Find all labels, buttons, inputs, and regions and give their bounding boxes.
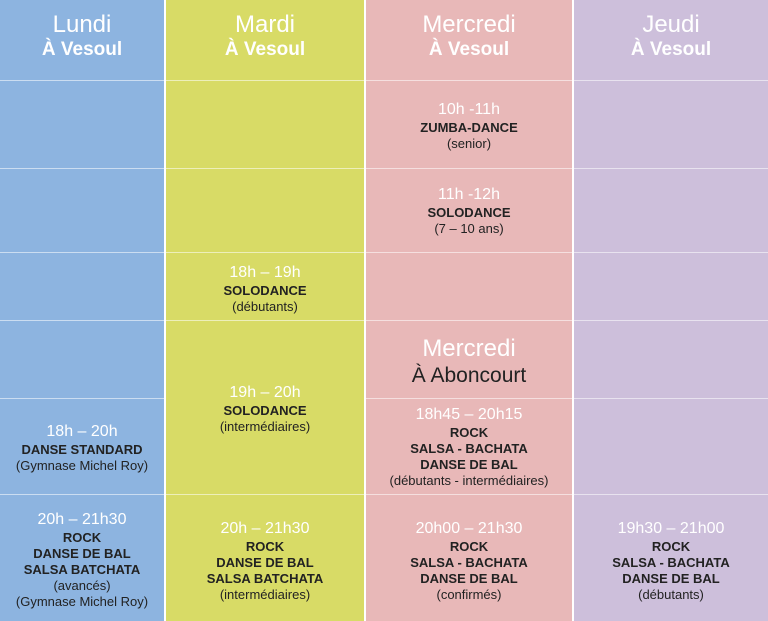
class-slot: 18h – 20h DANSE STANDARD (Gymnase Michel… (0, 423, 164, 474)
row-divider (166, 320, 364, 321)
column-mardi: Mardi À Vesoul 18h – 19h SOLODANCE (débu… (166, 0, 364, 621)
day-name: Lundi (52, 11, 112, 38)
slot-time: 20h – 21h30 (37, 511, 127, 528)
day-name: Jeudi (642, 11, 700, 38)
slot-note: (confirmés) (436, 587, 502, 602)
column-header: Lundi À Vesoul (0, 12, 164, 62)
slot-title: ZUMBA-DANCE (420, 120, 518, 135)
class-slot: 18h – 19h SOLODANCE (débutants) (166, 264, 364, 315)
row-divider (574, 398, 768, 399)
row-divider (366, 252, 572, 253)
day-name: Mardi (234, 11, 295, 38)
class-slot: 20h – 21h30 ROCK DANSE DE BAL SALSA BATC… (166, 520, 364, 603)
slot-time: 10h -11h (438, 101, 500, 118)
row-divider (166, 252, 364, 253)
row-divider (0, 494, 164, 495)
column-header: Mardi À Vesoul (166, 12, 364, 62)
class-slot: 10h -11h ZUMBA-DANCE (senior) (366, 101, 572, 152)
row-divider (0, 320, 164, 321)
row-divider (366, 494, 572, 495)
column-header: Mercredi À Vesoul (366, 12, 572, 62)
column-mercredi: Mercredi À Vesoul 10h -11h ZUMBA-DANCE (… (366, 0, 572, 621)
slot-note: (senior) (446, 136, 492, 151)
class-slot: 19h30 – 21h00 ROCK SALSA - BACHATA DANSE… (574, 520, 768, 603)
slot-note: (débutants - intermédiaires) (389, 473, 549, 488)
day-place: À Vesoul (41, 39, 123, 60)
slot-time: 18h – 20h (46, 423, 118, 440)
slot-time: 18h45 – 20h15 (415, 406, 523, 423)
slot-time: 11h -12h (438, 186, 500, 203)
class-slot: 20h00 – 21h30 ROCK SALSA - BACHATA DANSE… (366, 520, 572, 603)
day-place: À Vesoul (224, 39, 306, 60)
day-place: À Vesoul (630, 39, 712, 60)
slot-time: 19h – 20h (229, 384, 301, 401)
slot-note: (Gymnase Michel Roy) (15, 594, 149, 609)
row-divider (366, 168, 572, 169)
location-subheader: Mercredi À Aboncourt (366, 335, 572, 389)
slot-title: DANSE DE BAL (33, 546, 131, 561)
column-header: Jeudi À Vesoul (574, 12, 768, 62)
slot-title: SOLODANCE (427, 205, 511, 220)
column-jeudi: Jeudi À Vesoul 19h30 – 21h00 ROCK SALSA … (574, 0, 768, 621)
row-divider (574, 168, 768, 169)
slot-title: DANSE DE BAL (420, 457, 518, 472)
slot-title: SOLODANCE (223, 403, 307, 418)
row-divider (0, 398, 164, 399)
day-place: À Vesoul (428, 39, 510, 60)
slot-title: ROCK (449, 539, 489, 554)
slot-title: DANSE DE BAL (622, 571, 720, 586)
slot-title: SOLODANCE (223, 283, 307, 298)
slot-time: 20h00 – 21h30 (415, 520, 523, 537)
row-divider (366, 80, 572, 81)
row-divider (166, 494, 364, 495)
slot-time: 20h – 21h30 (220, 520, 310, 537)
row-divider (366, 320, 572, 321)
slot-note: (avancés) (53, 578, 111, 593)
row-divider (574, 494, 768, 495)
column-lundi: Lundi À Vesoul 18h – 20h DANSE STANDARD … (0, 0, 164, 621)
slot-title: SALSA - BACHATA (612, 555, 730, 570)
row-divider (366, 398, 572, 399)
row-divider (166, 168, 364, 169)
slot-title: SALSA BATCHATA (206, 571, 324, 586)
slot-title: SALSA BATCHATA (23, 562, 141, 577)
slot-time: 19h30 – 21h00 (617, 520, 725, 537)
row-divider (0, 80, 164, 81)
slot-note: (intermédiaires) (219, 587, 311, 602)
slot-title: ROCK (245, 539, 285, 554)
slot-note: (débutants) (638, 587, 704, 602)
row-divider (574, 320, 768, 321)
class-slot: 20h – 21h30 ROCK DANSE DE BAL SALSA BATC… (0, 511, 164, 610)
slot-title: DANSE DE BAL (420, 571, 518, 586)
day-name: Mercredi (422, 335, 516, 362)
slot-title: ROCK (651, 539, 691, 554)
slot-note: (intermédiaires) (219, 419, 311, 434)
row-divider (574, 80, 768, 81)
row-divider (166, 80, 364, 81)
class-slot: 19h – 20h SOLODANCE (intermédiaires) (166, 384, 364, 435)
slot-note: (7 – 10 ans) (434, 221, 504, 236)
slot-title: ROCK (449, 425, 489, 440)
day-name: Mercredi (422, 11, 516, 38)
slot-title: ROCK (62, 530, 102, 545)
class-slot: 18h45 – 20h15 ROCK SALSA - BACHATA DANSE… (366, 406, 572, 489)
slot-note: (débutants) (232, 299, 298, 314)
slot-title: SALSA - BACHATA (410, 441, 528, 456)
day-place: À Aboncourt (411, 364, 527, 387)
row-divider (0, 252, 164, 253)
slot-title: DANSE DE BAL (216, 555, 314, 570)
class-slot: 11h -12h SOLODANCE (7 – 10 ans) (366, 186, 572, 237)
slot-title: DANSE STANDARD (21, 442, 143, 457)
slot-title: SALSA - BACHATA (410, 555, 528, 570)
slot-time: 18h – 19h (229, 264, 301, 281)
slot-note: (Gymnase Michel Roy) (15, 458, 149, 473)
row-divider (0, 168, 164, 169)
row-divider (574, 252, 768, 253)
